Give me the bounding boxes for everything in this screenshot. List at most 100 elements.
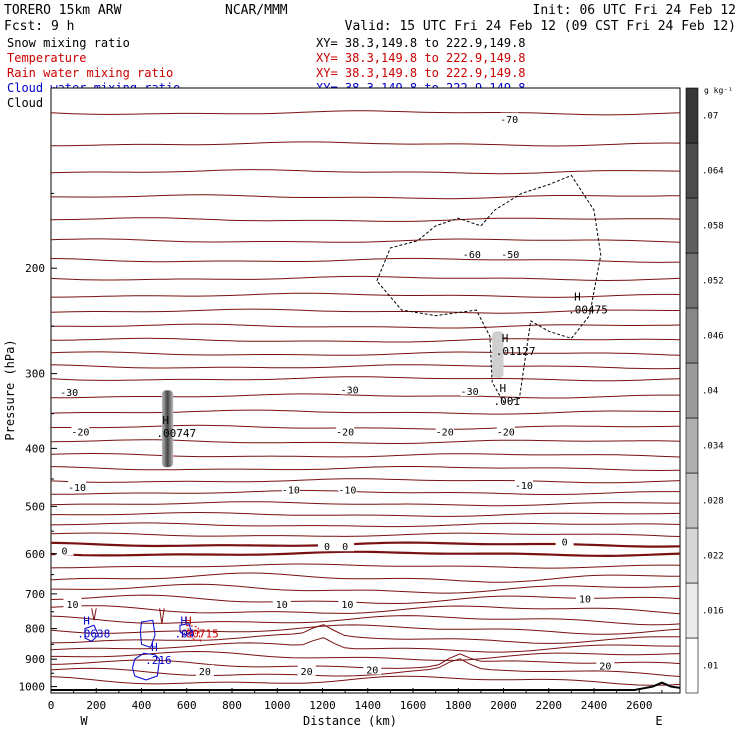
- x-tick-label: 1200: [309, 699, 336, 712]
- x-tick-label: 2600: [626, 699, 653, 712]
- cloud-water-outline: [131, 652, 161, 681]
- colorbar-swatch: [685, 142, 699, 199]
- y-tick-label: 700: [25, 588, 45, 601]
- temperature-contour-line: [50, 572, 680, 583]
- contour-label-bg: [338, 483, 357, 495]
- zero-isotherm-line: [50, 550, 681, 558]
- y-tick-label: 500: [25, 500, 45, 513]
- colorbar-swatch: [685, 582, 699, 639]
- y-tick-label: 300: [25, 368, 45, 381]
- contour-label-bg: [496, 425, 515, 437]
- contour-label-bg: [272, 597, 291, 609]
- contour-label: -20: [497, 427, 515, 438]
- forecast-hour: Fcst: 9 h: [4, 19, 74, 34]
- temperature-contour-line: [50, 275, 681, 282]
- contour-label: 0: [342, 542, 348, 553]
- cloud-water-outline: [179, 623, 192, 636]
- hydrometeor-features: H.00747H.01127H.00475H.001H.0638H.216H.0…: [51, 174, 681, 691]
- contour-label: 20: [599, 661, 611, 672]
- contour-label-bg: [336, 540, 355, 552]
- east-label: E: [655, 714, 662, 728]
- y-tick-label: 400: [25, 442, 45, 455]
- temperature-contour-line: [51, 511, 681, 517]
- y-tick-label: 600: [25, 548, 45, 561]
- contour-label: -20: [71, 427, 89, 438]
- temperature-contour-line: [50, 110, 681, 116]
- contour-cusp: [91, 608, 97, 621]
- maximum-marker: H: [574, 291, 581, 304]
- temperature-contour-line: [50, 637, 680, 653]
- colorbar-unit: g kg⁻¹: [704, 86, 733, 95]
- x-tick-label: 1600: [400, 699, 427, 712]
- x-tick-label: 2200: [536, 699, 563, 712]
- y-axis: 200 300 400 500 600 700 800 900 1000: [19, 192, 57, 694]
- snow-column: [161, 390, 174, 468]
- maximum-value: .00715: [179, 628, 219, 641]
- temperature-contour-line: [51, 424, 681, 430]
- temperature-contours: -70 -60 -50 -30 -30 -30 -20 -20 -20 -20 -10 -10 -10 -…: [50, 110, 681, 686]
- field-name: Rain water mixing ratio: [7, 66, 173, 80]
- x-tick-label: 400: [132, 699, 152, 712]
- x-tick-label: 2400: [581, 699, 608, 712]
- contour-label: -30: [341, 385, 359, 396]
- maximum-marker: H: [500, 382, 507, 395]
- contour-label: 10: [276, 600, 288, 611]
- temperature-contour-line: [51, 650, 681, 661]
- colorbar-swatch: [685, 637, 699, 694]
- temperature-contour-line: [50, 376, 681, 382]
- temperature-contour-line: [50, 624, 681, 635]
- temperature-contour-line: [50, 594, 681, 605]
- maximum-value: .001: [494, 395, 520, 408]
- colorbar-tick-label: .022: [702, 552, 724, 562]
- x-tick-label: 1000: [264, 699, 291, 712]
- colorbar-tick-label: .028: [702, 497, 724, 507]
- maximum-marker: H: [83, 615, 90, 628]
- contour-label: -10: [68, 483, 86, 494]
- x-tick-label: 1800: [445, 699, 472, 712]
- contour-label: -10: [515, 481, 533, 492]
- temperature-contour-line: [50, 452, 681, 458]
- cloud-water-outline: [84, 624, 100, 642]
- y-axis-label: Pressure (hPa): [3, 339, 17, 440]
- contour-label: -30: [60, 388, 78, 399]
- maximum-marker: H: [185, 615, 192, 628]
- rain-water-outline: [186, 624, 201, 642]
- maximum-marker: H: [162, 414, 169, 427]
- temperature-contour-line: [50, 532, 681, 537]
- temperature-contour-line: [50, 501, 680, 507]
- contour-label-bg: [514, 478, 533, 490]
- contour-label-bg: [575, 592, 594, 604]
- temperature-contour-line: [50, 658, 681, 677]
- colorbar-tick-label: .064: [702, 167, 724, 177]
- contour-label: -10: [282, 485, 300, 496]
- field-cross-section: XY= 38.3,149.8 to 222.9,149.8: [316, 66, 526, 80]
- contour-label-bg: [297, 664, 316, 676]
- colorbar-swatch: [685, 362, 699, 419]
- colorbar-tick-label: .034: [702, 442, 724, 452]
- colorbar-swatch: [685, 417, 699, 474]
- contour-label: 20: [199, 667, 211, 678]
- contour-label: 10: [341, 600, 353, 611]
- field-cross-section: XY= 38.3,149.8 to 222.9,149.8: [316, 51, 526, 65]
- contour-label: -50: [501, 250, 519, 261]
- contour-label-bg: [555, 535, 574, 547]
- contour-label: -70: [500, 115, 518, 126]
- temperature-contour-line: [50, 169, 681, 175]
- contour-label: -20: [436, 427, 454, 438]
- x-tick-label: 600: [177, 699, 197, 712]
- x-tick-label: 200: [86, 699, 106, 712]
- x-tick-label: 1400: [355, 699, 382, 712]
- temperature-contour-line: [50, 308, 680, 314]
- contour-label-bg: [336, 425, 355, 437]
- temperature-contour-line: [50, 478, 681, 484]
- contour-label: 0: [324, 542, 330, 553]
- contour-label: -30: [461, 387, 479, 398]
- temperature-contour-line: [51, 141, 681, 147]
- maximum-value: .216: [145, 654, 172, 667]
- temperature-contour-line: [50, 439, 681, 445]
- west-label: W: [80, 714, 88, 728]
- colorbar-tick-label: .016: [702, 607, 724, 617]
- maximum-value: .01127: [496, 345, 536, 358]
- field-name: Temperature: [7, 51, 86, 65]
- contour-label: 0: [62, 547, 68, 558]
